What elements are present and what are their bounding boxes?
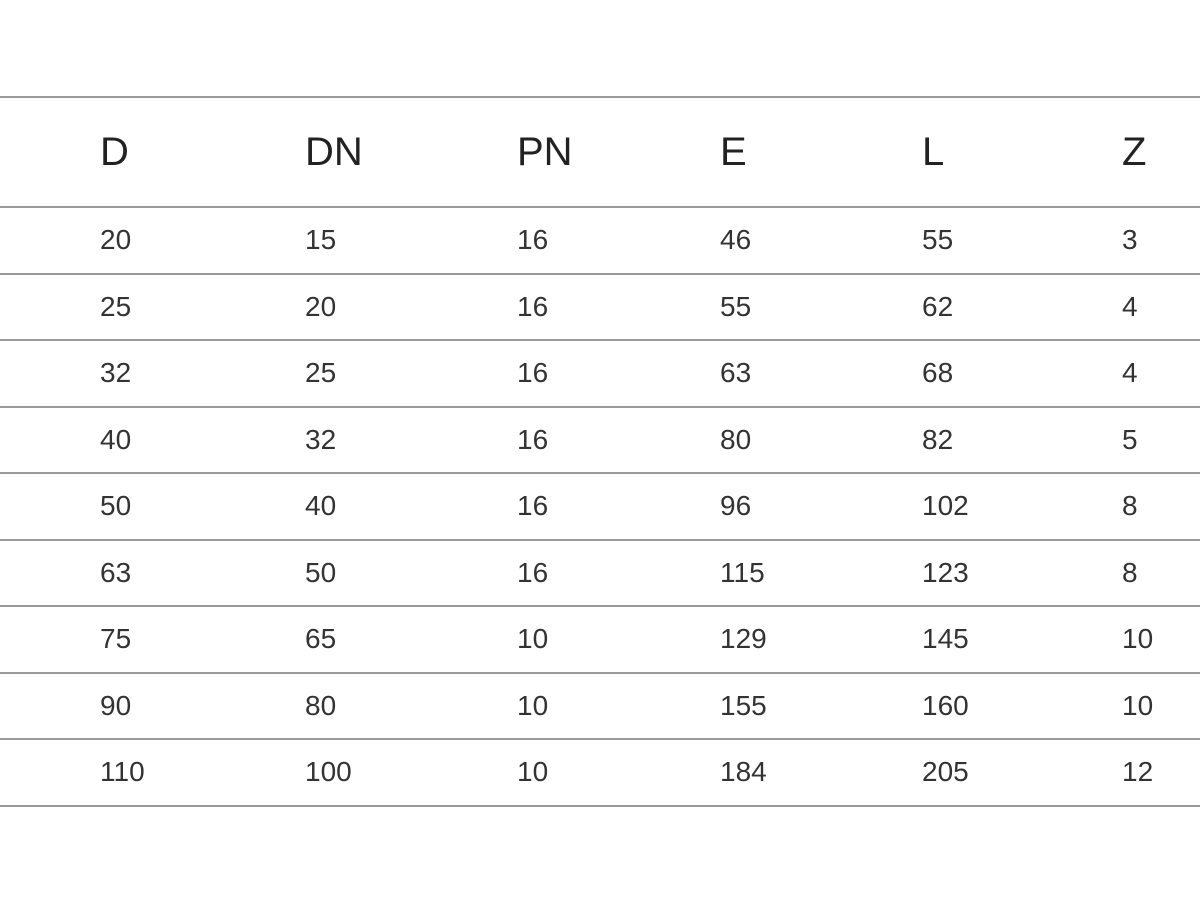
table-cell: 16 <box>517 556 549 588</box>
table-cell: 100 <box>305 756 352 787</box>
table-cell: 8 <box>1122 556 1138 588</box>
table-cell: 16 <box>517 490 549 521</box>
table-cell: 20 <box>100 224 132 255</box>
table-cell: 123 <box>922 556 969 588</box>
table-cell: 25 <box>305 357 337 388</box>
column-header: E <box>720 130 747 174</box>
column-header: D <box>100 130 129 174</box>
table-cell: 16 <box>517 290 549 322</box>
table-cell: 205 <box>922 756 969 787</box>
table-cell: 110 <box>100 756 145 787</box>
table-cell: 32 <box>100 357 132 388</box>
column-header: DN <box>305 130 363 174</box>
table-cell: 16 <box>517 357 549 388</box>
table-cell: 25 <box>100 290 132 322</box>
table-cell: 63 <box>100 556 132 588</box>
table-cell: 184 <box>720 756 767 787</box>
table-row: 20 15 16 46 55 3 <box>0 206 1200 273</box>
table-row: 110 100 10 184 205 12 <box>0 738 1200 807</box>
table-cell: 50 <box>305 556 337 588</box>
table-row: 32 25 16 63 68 4 <box>0 339 1200 406</box>
table-cell: 4 <box>1122 357 1138 388</box>
table-row: 75 65 10 129 145 10 <box>0 605 1200 672</box>
table-cell: 32 <box>305 423 337 455</box>
table-cell: 115 <box>720 556 765 588</box>
table-cell: 40 <box>305 490 337 521</box>
table-cell: 55 <box>720 290 752 322</box>
table-cell: 75 <box>100 623 132 654</box>
table-cell: 5 <box>1122 423 1138 455</box>
table-cell: 55 <box>922 224 954 255</box>
table-cell: 16 <box>517 224 549 255</box>
table-cell: 102 <box>922 490 969 521</box>
column-header: PN <box>517 130 573 174</box>
table-cell: 160 <box>922 689 969 721</box>
table-cell: 10 <box>517 756 549 787</box>
table-cell: 80 <box>720 423 752 455</box>
dimensions-table: D DN PN E L Z 20 15 16 46 55 3 25 20 16 55 62 4 32 25 16 63 68… <box>0 96 1200 807</box>
table-cell: 62 <box>922 290 954 322</box>
table-cell: 63 <box>720 357 752 388</box>
table-cell: 16 <box>517 423 549 455</box>
table-cell: 46 <box>720 224 752 255</box>
table-row: 25 20 16 55 62 4 <box>0 272 1200 340</box>
table-row: 63 50 16 115 123 8 <box>0 538 1200 606</box>
table-cell: 10 <box>517 689 549 721</box>
column-header: Z <box>1122 130 1147 174</box>
table-cell: 20 <box>305 290 337 322</box>
table-cell: 4 <box>1122 290 1138 322</box>
table-cell: 12 <box>1122 756 1154 787</box>
table-cell: 10 <box>1122 689 1154 721</box>
table-cell: 80 <box>305 689 337 721</box>
table-cell: 15 <box>305 224 337 255</box>
table-cell: 96 <box>720 490 752 521</box>
table-row: 50 40 16 96 102 8 <box>0 472 1200 539</box>
table-cell: 8 <box>1122 490 1138 521</box>
table-cell: 68 <box>922 357 954 388</box>
table-cell: 3 <box>1122 224 1138 255</box>
table-cell: 90 <box>100 689 132 721</box>
column-header: L <box>922 130 945 174</box>
table-header-row: D DN PN E L Z <box>0 96 1200 206</box>
table-cell: 65 <box>305 623 337 654</box>
table-cell: 82 <box>922 423 954 455</box>
table-cell: 10 <box>1122 623 1154 654</box>
table-cell: 129 <box>720 623 767 654</box>
table-row: 40 32 16 80 82 5 <box>0 405 1200 473</box>
table-cell: 40 <box>100 423 132 455</box>
table-cell: 10 <box>517 623 549 654</box>
table-cell: 50 <box>100 490 132 521</box>
table-row: 90 80 10 155 160 10 <box>0 671 1200 739</box>
table-cell: 145 <box>922 623 969 654</box>
table-cell: 155 <box>720 689 767 721</box>
